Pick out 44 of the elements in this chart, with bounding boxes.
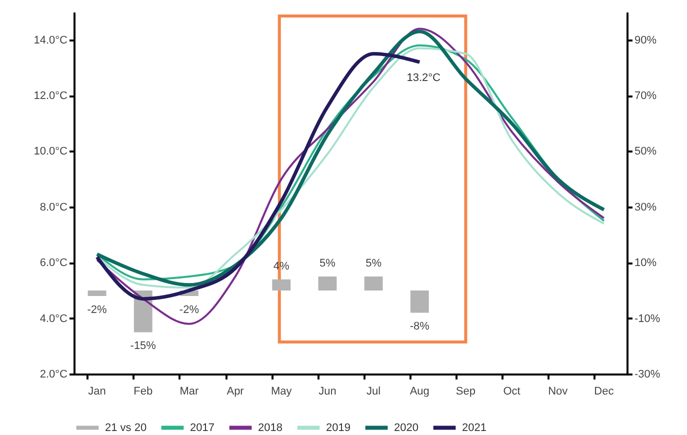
y2-tick-label: 10% bbox=[634, 257, 657, 270]
x-tick-label: Aug bbox=[410, 386, 430, 398]
legend-label: 2019 bbox=[326, 422, 350, 434]
bar bbox=[318, 276, 337, 290]
x-tick-label: Jul bbox=[366, 386, 381, 398]
x-tick-label: Sep bbox=[456, 386, 476, 398]
bar bbox=[88, 290, 106, 296]
y2-tick-label: 50% bbox=[634, 146, 657, 158]
y-tick-label: 12.0°C bbox=[34, 90, 68, 102]
bar bbox=[364, 276, 383, 290]
data-label: -2% bbox=[87, 304, 108, 316]
y2-tick-label: 70% bbox=[634, 90, 657, 102]
x-tick-label: Jun bbox=[318, 386, 336, 398]
x-tick-label: May bbox=[270, 386, 292, 398]
y-tick-label: 6.0°C bbox=[40, 257, 68, 270]
y-tick-label: 14.0°C bbox=[34, 34, 68, 46]
y-tick-label: 2.0°C bbox=[40, 368, 68, 380]
data-label: -2% bbox=[179, 304, 200, 316]
y2-tick-label: -30% bbox=[634, 368, 660, 380]
x-tick-label: Apr bbox=[226, 386, 244, 398]
y-tick-label: 10.0°C bbox=[34, 146, 68, 158]
y-tick-label: 4.0°C bbox=[40, 312, 68, 325]
legend-label: 2017 bbox=[190, 422, 214, 434]
x-tick-label: Nov bbox=[548, 386, 568, 398]
annotation: 13.2°C bbox=[406, 72, 441, 84]
x-tick-label: Oct bbox=[503, 386, 520, 398]
data-label: 5% bbox=[320, 258, 336, 270]
bar bbox=[410, 290, 429, 313]
y2-tick-label: -10% bbox=[634, 312, 660, 325]
data-label: -8% bbox=[410, 320, 430, 333]
legend-label: 2021 bbox=[462, 422, 486, 434]
x-tick-label: Jan bbox=[88, 386, 106, 398]
y2-tick-label: 90% bbox=[634, 34, 657, 46]
x-tick-label: Mar bbox=[180, 386, 200, 398]
y-tick-label: 8.0°C bbox=[40, 201, 68, 214]
data-label: -15% bbox=[130, 340, 156, 352]
legend-label: 2018 bbox=[258, 422, 282, 434]
x-tick-label: Dec bbox=[594, 386, 614, 398]
x-tick-label: Feb bbox=[134, 386, 153, 398]
legend-label: 21 vs 20 bbox=[105, 422, 147, 434]
y2-tick-label: 30% bbox=[634, 201, 657, 214]
data-label: 5% bbox=[366, 258, 382, 270]
bar bbox=[272, 279, 291, 290]
legend-label: 2020 bbox=[394, 422, 418, 434]
